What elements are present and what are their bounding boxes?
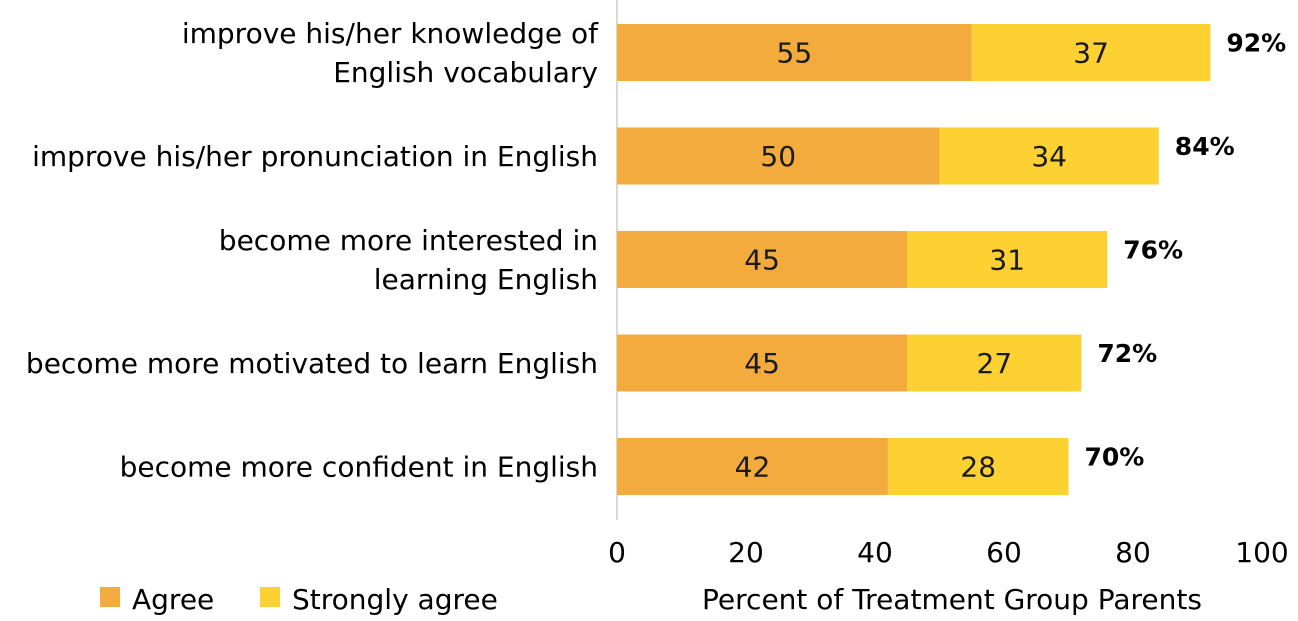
legend-swatch bbox=[260, 587, 280, 607]
bar-value-label: 55 bbox=[777, 37, 813, 70]
bar-value-label: 27 bbox=[977, 347, 1013, 380]
bar-total-label: 92% bbox=[1226, 29, 1286, 58]
x-tick-label: 100 bbox=[1235, 536, 1288, 569]
bar-strongly-agree bbox=[907, 334, 1082, 392]
bar-agree bbox=[617, 438, 888, 495]
bar-strongly-agree bbox=[907, 231, 1108, 288]
category-label: improve his/her pronunciation in English bbox=[32, 140, 598, 173]
bar-total-label: 84% bbox=[1175, 132, 1235, 161]
bar-agree bbox=[617, 127, 940, 185]
bar-agree bbox=[617, 231, 908, 288]
category-label: learning English bbox=[374, 263, 598, 296]
bar-value-label: 31 bbox=[989, 244, 1025, 277]
bar-value-label: 37 bbox=[1073, 37, 1109, 70]
x-tick-label: 80 bbox=[1115, 536, 1151, 569]
bar-value-label: 45 bbox=[744, 347, 780, 380]
legend-swatch bbox=[100, 587, 120, 607]
x-axis-ticks: 0 20 40 60 80 100 bbox=[608, 536, 1289, 569]
x-tick-label: 0 bbox=[608, 536, 626, 569]
bar-total-label: 76% bbox=[1123, 236, 1183, 265]
bar-value-label: 34 bbox=[1031, 140, 1067, 173]
bar-strongly-agree bbox=[971, 24, 1211, 81]
x-tick-label: 40 bbox=[857, 536, 893, 569]
bar-value-label: 50 bbox=[760, 140, 796, 173]
category-label: become more confident in English bbox=[120, 451, 598, 484]
bar-value-label: 42 bbox=[735, 451, 771, 484]
bar-strongly-agree bbox=[939, 127, 1159, 185]
bar-strongly-agree bbox=[887, 438, 1069, 495]
bar-total-label: 70% bbox=[1085, 443, 1145, 472]
category-label: become more interested in bbox=[219, 224, 598, 257]
category-label: become more motivated to learn English bbox=[26, 347, 598, 380]
x-tick-label: 60 bbox=[986, 536, 1022, 569]
category-label: English vocabulary bbox=[333, 56, 598, 89]
category-label: improve his/her knowledge of bbox=[182, 17, 599, 50]
category-labels: improve his/her knowledge of English voca… bbox=[26, 17, 599, 484]
bar-value-label: 28 bbox=[960, 451, 996, 484]
bar-agree bbox=[617, 24, 972, 81]
legend-label: Agree bbox=[132, 583, 214, 616]
bar-agree bbox=[617, 334, 908, 392]
x-axis-title: Percent of Treatment Group Parents bbox=[702, 583, 1202, 616]
bar-value-label: 45 bbox=[744, 244, 780, 277]
legend-label: Strongly agree bbox=[292, 583, 498, 616]
bar-total-label: 72% bbox=[1097, 339, 1157, 368]
bars-layer: 55 37 92% 50 34 84% 45 31 76% 45 27 72% 42 28 70% bbox=[617, 24, 1286, 495]
legend: Agree Strongly agree bbox=[100, 583, 498, 616]
x-tick-label: 20 bbox=[728, 536, 764, 569]
